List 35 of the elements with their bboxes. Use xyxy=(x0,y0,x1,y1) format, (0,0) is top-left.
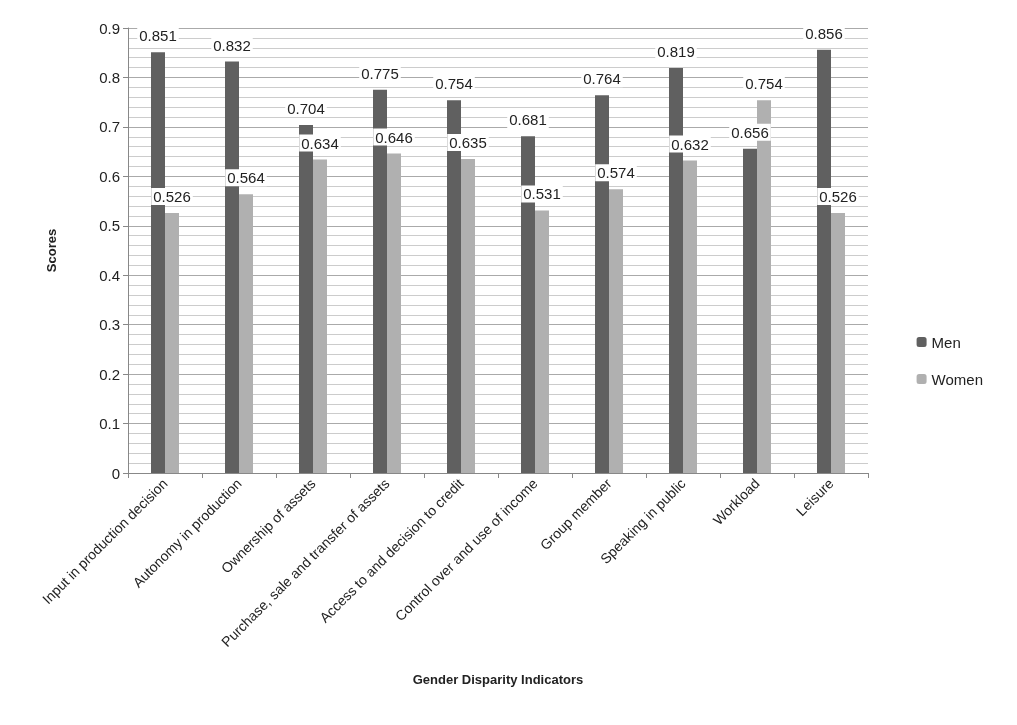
data-label: 0.775 xyxy=(361,64,399,82)
data-label: 0.764 xyxy=(583,70,621,88)
y-tick-label: 0.8 xyxy=(99,68,120,86)
data-label: 0.646 xyxy=(375,128,413,146)
data-label: 0.564 xyxy=(227,169,265,187)
y-tick-label: 0.4 xyxy=(99,266,120,284)
y-tick-label: 0.9 xyxy=(99,19,120,37)
y-tick-label: 0.5 xyxy=(99,217,120,235)
data-label: 0.634 xyxy=(301,134,339,152)
data-label: 0.754 xyxy=(435,75,473,93)
y-tick-label: 0.7 xyxy=(99,118,120,136)
legend-label: Women xyxy=(931,370,984,388)
data-label: 0.656 xyxy=(731,123,769,141)
y-tick-label: 0.6 xyxy=(99,167,120,185)
y-tick-label: 0.3 xyxy=(99,316,120,334)
data-label: 0.832 xyxy=(213,36,251,54)
data-label: 0.851 xyxy=(139,27,177,45)
y-tick-label: 0.2 xyxy=(99,365,120,383)
data-label: 0.681 xyxy=(509,111,547,129)
data-label: 0.635 xyxy=(449,134,487,152)
y-axis-title: Scores xyxy=(44,228,59,273)
bar xyxy=(743,148,757,473)
y-tick-label: 0.1 xyxy=(99,415,120,433)
legend-label: Men xyxy=(931,333,961,351)
x-axis-title: Gender Disparity Indicators xyxy=(412,672,584,687)
data-label: 0.819 xyxy=(657,43,695,61)
data-label: 0.531 xyxy=(523,185,561,203)
data-label: 0.856 xyxy=(805,24,843,42)
data-label: 0.526 xyxy=(819,187,857,205)
y-tick-label: 0 xyxy=(111,464,120,482)
data-label: 0.574 xyxy=(597,164,635,182)
data-label: 0.704 xyxy=(287,99,325,117)
data-label: 0.526 xyxy=(153,187,191,205)
data-label: 0.632 xyxy=(671,135,709,153)
data-label: 0.754 xyxy=(745,75,783,93)
